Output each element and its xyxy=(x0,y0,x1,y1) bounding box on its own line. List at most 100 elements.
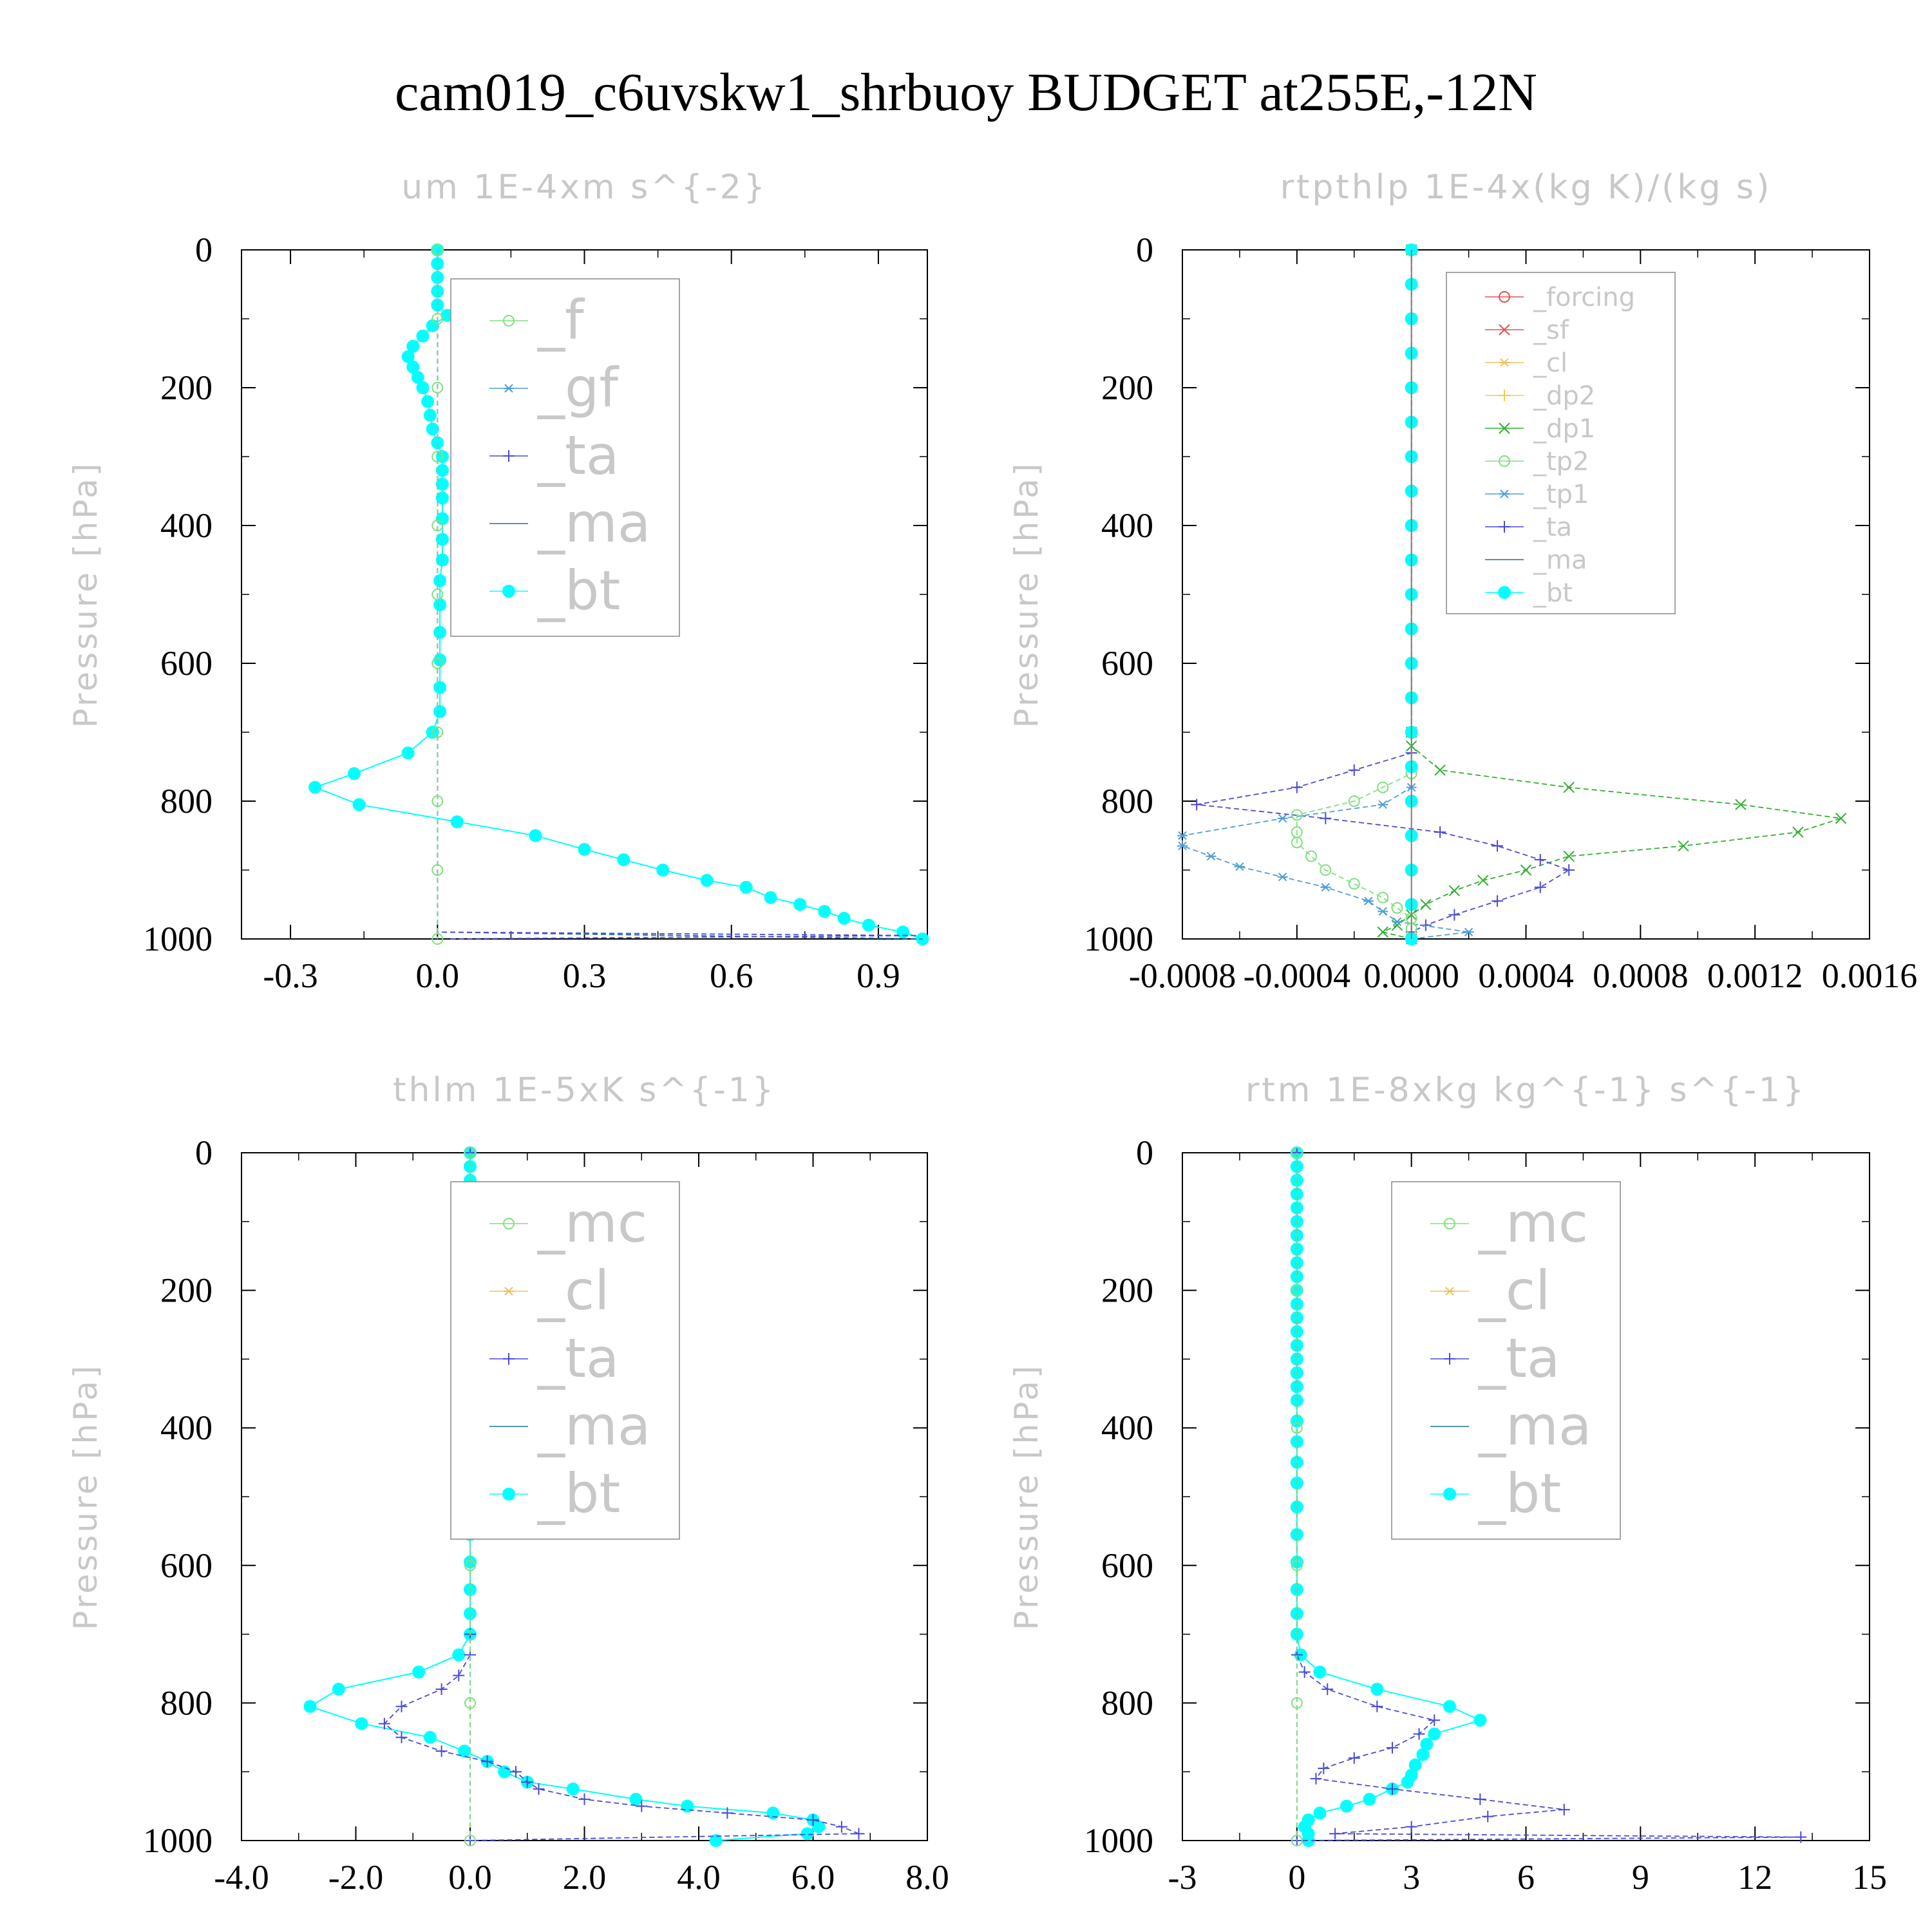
panel-um: um 1E-4xm s^{-2} Pressure [hPa] 0 200 400 600… xyxy=(67,168,929,995)
legend-label: _ma xyxy=(1533,545,1587,575)
legend-label: _dp2 xyxy=(1533,381,1595,411)
data-point-mc xyxy=(464,1835,476,1846)
legend-marker xyxy=(1499,390,1510,401)
data-point-bt xyxy=(421,395,435,408)
data-point-bt xyxy=(464,1555,477,1569)
data-point-ta xyxy=(1348,1752,1360,1764)
data-point-f xyxy=(431,658,444,669)
data-point-tp1 xyxy=(1463,927,1474,937)
data-point-tp1 xyxy=(1378,907,1388,916)
data-point-bt xyxy=(656,864,670,876)
y-tick-label: 0 xyxy=(1136,1133,1153,1172)
data-point-bt xyxy=(452,1648,466,1662)
data-point-tp2 xyxy=(1377,891,1389,904)
data-point-bt xyxy=(1290,1270,1303,1283)
legend-marker xyxy=(504,1287,514,1296)
data-point-ta xyxy=(1474,1793,1486,1805)
x-tick-label: -0.0004 xyxy=(1244,956,1350,995)
data-point-ta xyxy=(721,1807,734,1819)
x-tick-label: 2.0 xyxy=(563,1858,607,1897)
data-point-dp1 xyxy=(1448,885,1461,896)
data-point-bt xyxy=(1443,1700,1456,1713)
data-point-ta xyxy=(1534,881,1546,893)
data-point-bt xyxy=(617,853,630,866)
data-point-ta xyxy=(578,1793,591,1805)
data-point-bt xyxy=(709,1834,723,1847)
data-point-f xyxy=(431,313,444,325)
data-point-ta xyxy=(807,1814,819,1826)
data-point-bt xyxy=(818,905,831,918)
panel-title: thlm 1E-5xK s^{-1} xyxy=(393,1071,776,1110)
data-point-bt xyxy=(1401,1776,1414,1789)
data-point-bt xyxy=(1370,1683,1384,1696)
data-point-bt xyxy=(433,598,447,612)
data-point-dp1 xyxy=(1477,875,1489,886)
y-tick-label: 0 xyxy=(195,231,213,269)
x-tick-label: 0.0008 xyxy=(1593,956,1689,995)
y-tick-label: 800 xyxy=(160,1683,213,1722)
y-tick-label: 600 xyxy=(160,644,213,683)
data-point-bt xyxy=(401,350,415,363)
legend-box xyxy=(1446,272,1676,614)
y-tick-label: 400 xyxy=(160,1408,213,1447)
data-point-tp1 xyxy=(1206,851,1217,861)
data-point-ta xyxy=(1428,1714,1441,1727)
legend-marker xyxy=(503,1218,515,1229)
data-point-bt xyxy=(629,1792,643,1806)
figure-title: cam019_c6uvskw1_shrbuoy BUDGET at255E,-1… xyxy=(395,62,1537,122)
y-tick-label: 200 xyxy=(1101,368,1153,407)
data-point-ta xyxy=(435,1683,448,1696)
data-point-ta xyxy=(1310,1772,1322,1785)
data-point-tp2 xyxy=(1305,850,1318,862)
legend-label: _dp1 xyxy=(1533,414,1595,444)
y-tick-label: 200 xyxy=(160,368,213,407)
x-tick-label: -0.3 xyxy=(263,956,317,995)
data-point-bt xyxy=(435,477,449,491)
data-point-bt xyxy=(1340,1799,1353,1813)
data-point-bt xyxy=(1420,1738,1434,1751)
legend-box xyxy=(1391,1181,1621,1540)
data-point-ta xyxy=(521,1776,533,1788)
legend-marker xyxy=(1499,422,1510,434)
data-point-tp1 xyxy=(1177,841,1188,851)
data-point-bt xyxy=(411,370,424,384)
x-tick-label: -0.0008 xyxy=(1129,956,1236,995)
legend-marker xyxy=(1443,1488,1456,1501)
data-point-ta xyxy=(1348,764,1360,776)
data-point-bt xyxy=(800,1827,814,1841)
data-point-tp1 xyxy=(1363,896,1374,905)
data-point-ta xyxy=(1321,1683,1334,1696)
data-point-bt xyxy=(700,874,714,887)
panel-thlm: thlm 1E-5xK s^{-1} Pressure [hPa] 0 200 400 6… xyxy=(67,1071,949,1897)
data-point-bt xyxy=(433,625,447,639)
data-point-bt xyxy=(308,781,322,794)
data-point-ta xyxy=(1329,1828,1341,1840)
series-line-tp2 xyxy=(1296,250,1412,939)
data-point-bt xyxy=(435,533,449,546)
data-point-bt xyxy=(416,381,430,394)
data-point-bt xyxy=(435,512,449,526)
legend-label: _bt xyxy=(537,1462,620,1525)
data-point-bt xyxy=(1290,1380,1303,1394)
data-point-bt xyxy=(303,1700,317,1713)
legend-marker xyxy=(1444,1353,1455,1365)
y-tick-label: 800 xyxy=(1101,782,1153,820)
data-point-bt xyxy=(812,1820,826,1833)
y-tick-label: 1000 xyxy=(1084,1821,1153,1860)
legend-label: _cl xyxy=(537,1259,610,1322)
data-point-ta xyxy=(1387,1741,1399,1754)
data-point-f xyxy=(431,864,444,876)
legend-label: _mc xyxy=(1478,1191,1588,1255)
y-axis-label: Pressure [hPa] xyxy=(67,461,104,728)
legend-label: _ta xyxy=(537,1327,619,1390)
legend-marker xyxy=(503,450,515,462)
data-point-tp2 xyxy=(1348,795,1360,807)
x-tick-label: 8.0 xyxy=(905,1858,949,1897)
x-tick-label: 3 xyxy=(1403,1858,1420,1897)
y-tick-label: 200 xyxy=(1101,1271,1153,1310)
data-point-ta xyxy=(1563,864,1575,876)
data-point-ta xyxy=(395,1731,408,1743)
data-point-ta xyxy=(1405,1821,1417,1833)
data-point-tp2 xyxy=(1291,809,1303,821)
